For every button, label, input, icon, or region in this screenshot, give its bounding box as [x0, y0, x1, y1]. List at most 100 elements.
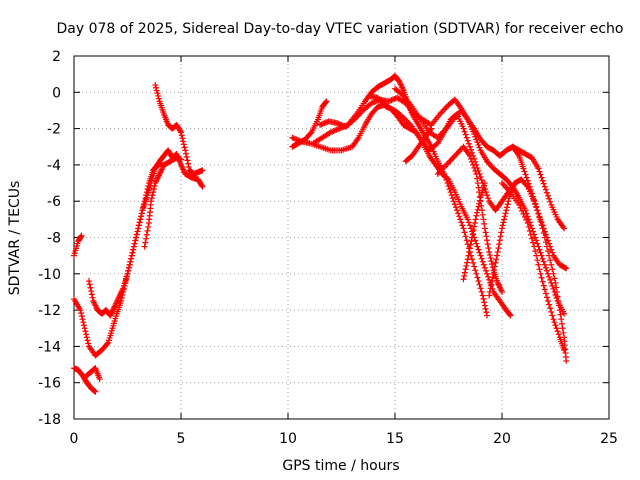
data-point	[154, 90, 161, 97]
data-point	[87, 284, 94, 291]
data-point	[499, 225, 505, 232]
data-point	[559, 325, 566, 332]
data-point	[499, 288, 505, 295]
data-point	[524, 177, 531, 184]
x-tick-labels: 0 5 10 15 20 25	[70, 431, 618, 447]
data-point	[455, 210, 462, 217]
data-point	[86, 281, 93, 288]
chart-title: Day 078 of 2025, Sidereal Day-to-day VTE…	[57, 21, 624, 37]
data-point	[531, 196, 538, 203]
data-point	[475, 278, 482, 285]
y-tick-label: -12	[38, 303, 61, 319]
data-point	[136, 219, 143, 226]
data-point	[527, 231, 534, 238]
data-point	[485, 245, 492, 252]
data-point	[520, 210, 527, 217]
data-point	[471, 131, 478, 138]
data-point	[489, 278, 496, 285]
data-point	[540, 258, 547, 265]
data-point	[78, 310, 85, 317]
data-point	[481, 180, 488, 187]
data-point	[536, 168, 543, 175]
data-point	[472, 133, 479, 140]
data-point	[527, 187, 534, 194]
data-point	[185, 160, 192, 167]
data-point	[505, 198, 512, 205]
series-trace-q	[509, 143, 570, 364]
data-point	[561, 347, 568, 354]
data-point	[549, 249, 556, 256]
data-point	[482, 229, 489, 236]
data-point	[543, 189, 550, 196]
data-point	[486, 276, 493, 283]
data-point	[489, 274, 496, 281]
data-point	[520, 165, 527, 172]
data-point	[462, 131, 469, 138]
data-point	[471, 263, 478, 270]
series-trace-l	[366, 92, 570, 272]
data-point	[461, 269, 468, 276]
series-trace-s	[402, 125, 435, 165]
series-trace-c	[71, 365, 99, 395]
data-point	[494, 252, 501, 259]
series-trace-f	[152, 82, 206, 177]
data-point	[452, 204, 459, 211]
data-point	[546, 252, 553, 259]
data-point	[476, 200, 483, 207]
data-point	[528, 235, 535, 242]
data-point	[79, 316, 86, 323]
x-tick-label: 25	[600, 431, 618, 447]
data-point	[547, 276, 554, 283]
data-point	[473, 136, 480, 143]
series-trace-r	[499, 180, 568, 354]
data-point	[478, 177, 485, 184]
data-point	[534, 207, 541, 214]
y-tick-labels: 2 0 -2 -4 -6 -8 -10 -12 -14 -16 -18	[38, 49, 61, 428]
data-point	[182, 147, 189, 154]
data-point	[475, 141, 482, 148]
data-point	[501, 216, 508, 223]
data-point	[558, 316, 565, 323]
data-point	[545, 298, 552, 305]
data-point	[486, 292, 493, 299]
data-point	[503, 204, 510, 211]
data-point	[563, 265, 570, 272]
data-point	[481, 220, 488, 227]
x-tick-label: 10	[279, 431, 297, 447]
data-point	[466, 245, 473, 252]
data-point	[533, 203, 540, 210]
data-point	[80, 319, 87, 326]
data-point	[484, 241, 491, 248]
data-point	[545, 248, 552, 255]
data-point	[534, 240, 541, 247]
data-point	[487, 285, 494, 292]
data-point	[550, 270, 557, 277]
data-point	[184, 157, 191, 164]
data-point	[148, 198, 155, 205]
data-point	[464, 241, 471, 248]
data-point	[542, 186, 549, 193]
y-tick-label: -8	[47, 231, 61, 247]
data-point	[198, 182, 205, 189]
data-point	[143, 235, 150, 242]
data-point	[466, 143, 473, 150]
y-tick-label: -10	[38, 267, 61, 283]
data-point	[501, 213, 508, 220]
data-point	[526, 183, 533, 190]
data-point	[124, 270, 131, 277]
data-point	[484, 237, 491, 244]
data-point	[507, 312, 514, 319]
data-point	[562, 264, 569, 271]
data-point	[498, 229, 505, 236]
data-point	[145, 223, 152, 230]
y-tick-label: -14	[38, 339, 61, 355]
data-point	[469, 158, 476, 165]
data-point	[181, 144, 188, 151]
data-point	[470, 227, 477, 234]
y-tick-label: -6	[47, 194, 61, 210]
data-point	[540, 229, 547, 236]
data-point	[490, 270, 497, 277]
data-point	[518, 207, 525, 214]
data-point	[133, 231, 140, 238]
data-point	[130, 246, 137, 253]
